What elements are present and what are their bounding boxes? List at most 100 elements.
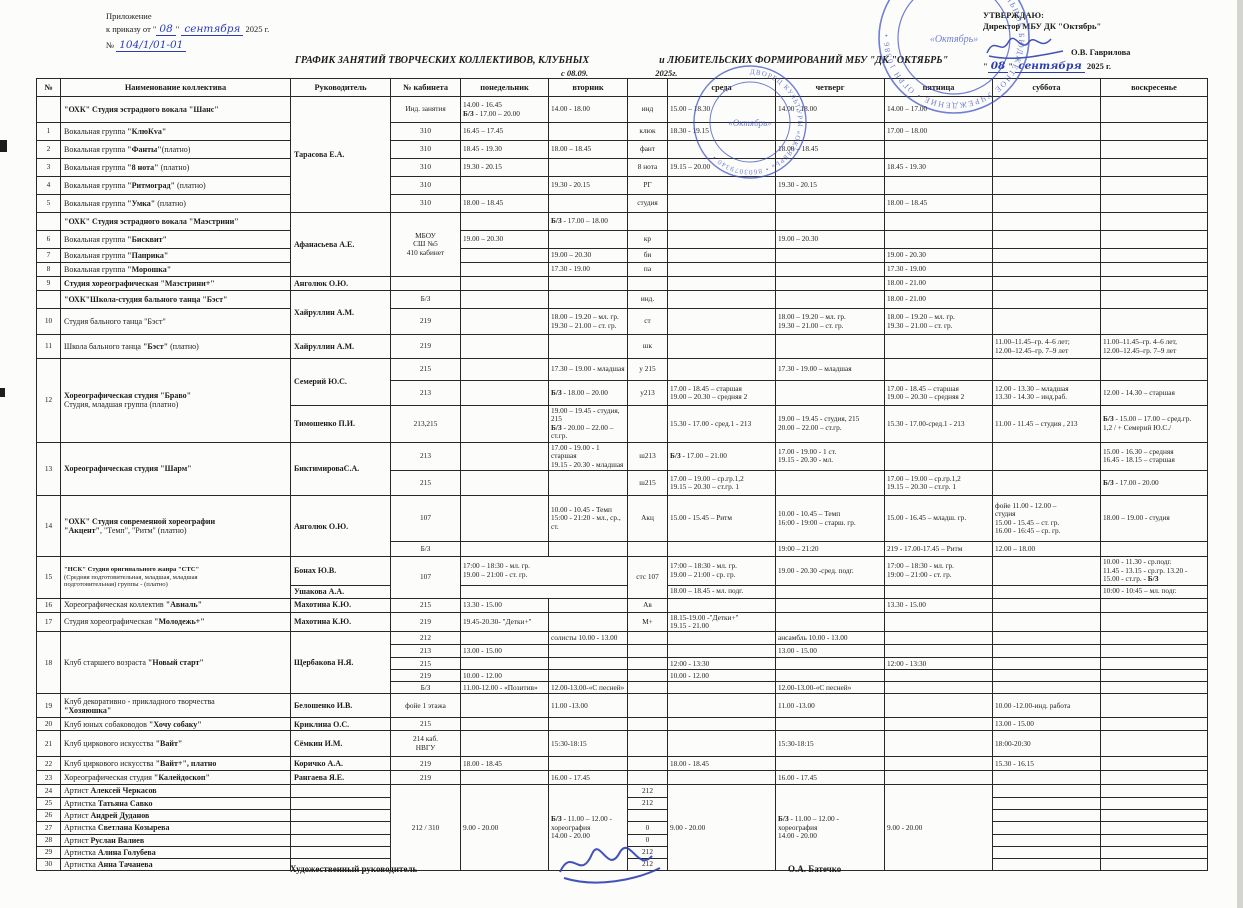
schedule-cell bbox=[1100, 808, 1208, 823]
schedule-cell: 213,215 bbox=[390, 405, 461, 443]
schedule-cell: РГ bbox=[627, 176, 668, 195]
schedule-cell: 15.30 - 17.00 - сред.1 - 213 bbox=[667, 405, 776, 443]
column-header: № кабинета bbox=[390, 78, 461, 97]
schedule-cell bbox=[460, 276, 549, 291]
schedule-cell bbox=[548, 122, 628, 141]
schedule-cell: у 215 bbox=[627, 358, 668, 381]
schedule-cell bbox=[1100, 770, 1208, 786]
schedule-cell: Артистка Светлана Козырева bbox=[60, 821, 291, 835]
handwritten-approval-month: сентября bbox=[1015, 59, 1085, 73]
schedule-cell bbox=[775, 290, 885, 309]
schedule-cell: Сёмкин И.М. bbox=[290, 730, 391, 758]
schedule-cell: 107 bbox=[390, 556, 461, 599]
schedule-cell bbox=[627, 276, 668, 291]
schedule-cell: би bbox=[627, 248, 668, 263]
schedule-cell: Б/З bbox=[390, 290, 461, 309]
table-row: 4 Вокальная группа "Ритмоград" (платно) 31… bbox=[36, 176, 1208, 195]
schedule-cell: 19.00 - 20.30 bbox=[884, 248, 993, 263]
schedule-cell bbox=[1100, 784, 1208, 798]
schedule-cell bbox=[884, 669, 993, 683]
schedule-cell: 18.00 - 21.00 bbox=[884, 276, 993, 291]
schedule-cell bbox=[1100, 358, 1208, 381]
schedule-cell: 25 bbox=[36, 796, 61, 810]
schedule-cell: Б/З - 17.00 - 20.00 bbox=[1100, 470, 1208, 497]
schedule-cell bbox=[884, 730, 993, 758]
schedule-cell bbox=[1100, 262, 1208, 277]
schedule-cell bbox=[667, 358, 776, 381]
schedule-cell bbox=[992, 276, 1101, 291]
table-row: 10 Студия бального танца "Бэст" 219 18.00 –… bbox=[36, 308, 1208, 335]
schedule-cell: 18.00 – 18.45 bbox=[884, 194, 993, 213]
schedule-cell: 30 bbox=[36, 858, 61, 872]
schedule-cell bbox=[460, 262, 549, 277]
schedule-cell: Хайруллин А.М. bbox=[290, 290, 391, 335]
schedule-cell bbox=[884, 441, 993, 472]
schedule-cell: 19.30 - 20.15 bbox=[548, 176, 628, 195]
schedule-cell: ш213 bbox=[627, 441, 668, 472]
schedule-cell: Акц bbox=[627, 495, 668, 543]
schedule-cell: 18.00 – 19.20 – мл. гр. 19.30 – 21.00 – с… bbox=[548, 308, 628, 335]
schedule-cell bbox=[992, 140, 1101, 159]
schedule-cell: 13.30 - 15.00 bbox=[460, 597, 549, 613]
schedule-cell bbox=[460, 358, 549, 381]
schedule-cell bbox=[548, 158, 628, 177]
schedule-cell: "ОХК"Школа-студия бального танца "Бэст" bbox=[60, 290, 291, 309]
schedule-cell: Клуб циркового искусства "Вайт" bbox=[60, 730, 291, 758]
schedule-cell bbox=[460, 495, 549, 543]
schedule-cell bbox=[775, 194, 885, 213]
art-director-signature bbox=[559, 846, 661, 884]
table-row: 11 Школа бального танца "Бэст" (платно) Ха… bbox=[36, 334, 1208, 359]
schedule-cell: 18.00 - 21.00 bbox=[884, 290, 993, 309]
column-header: суббота bbox=[992, 78, 1101, 97]
schedule-cell bbox=[1100, 96, 1208, 123]
schedule-cell bbox=[775, 262, 885, 277]
schedule-cell bbox=[992, 796, 1101, 810]
column-header bbox=[627, 78, 668, 97]
schedule-cell: 12.00 – 18.00 bbox=[992, 541, 1101, 558]
schedule-cell: кр bbox=[627, 230, 668, 249]
schedule-cell: 6 bbox=[36, 230, 61, 249]
schedule-cell: 14.00 - 18.00 bbox=[775, 96, 885, 123]
column-header: четверг bbox=[775, 78, 885, 97]
schedule-cell: 10.00 - 11.30 - ср.подг. 11.45 - 13.15 - … bbox=[1100, 556, 1208, 586]
schedule-cell bbox=[775, 122, 885, 141]
schedule-cell bbox=[992, 556, 1101, 586]
schedule-cell: 19.00 – 19.45 - студия, 215 Б/З - 20.00 –… bbox=[548, 405, 628, 443]
schedule-cell bbox=[548, 717, 628, 732]
schedule-cell bbox=[992, 808, 1101, 823]
schedule-cell: 20 bbox=[36, 717, 61, 732]
schedule-cell: 18.00 – 18.45 - мл. подг. bbox=[667, 584, 776, 599]
schedule-cell: Хореографическая коллектив "Авиаль" bbox=[60, 597, 291, 613]
handwritten-order-number: 104/1/01-01 bbox=[116, 38, 187, 52]
schedule-cell: 18.00 – 19.20 – мл. гр. 19.30 – 21.00 – с… bbox=[775, 308, 885, 335]
schedule-cell: 19.00 – 20.30 bbox=[460, 230, 549, 249]
schedule-cell: 12.00 - 14.30 – старшая bbox=[1100, 380, 1208, 406]
schedule-cell bbox=[548, 290, 628, 309]
schedule-cell: Б/З - 15.00 – 17.00 – сред.гр. 1,2 / + Се… bbox=[1100, 405, 1208, 443]
appendix-line1: Приложение bbox=[106, 11, 152, 21]
schedule-cell: 19.15 – 20.00 bbox=[667, 158, 776, 177]
table-row: 8 Вокальная группа "Морошка" 17.30 - 19.00… bbox=[36, 262, 1208, 277]
schedule-cell: 27 bbox=[36, 821, 61, 835]
schedule-cell bbox=[460, 380, 549, 406]
schedule-cell bbox=[992, 669, 1101, 683]
schedule-cell: 10.00 -12.00-инд. работа bbox=[992, 693, 1101, 719]
schedule-cell: 1 bbox=[36, 122, 61, 141]
schedule-cell bbox=[1100, 730, 1208, 758]
schedule-cell bbox=[775, 248, 885, 263]
schedule-cell: Белошенко И.В. bbox=[290, 693, 391, 719]
schedule-cell bbox=[548, 669, 628, 683]
schedule-cell: Артистка Анна Тачанева bbox=[60, 858, 291, 872]
schedule-cell bbox=[460, 693, 549, 719]
schedule-cell bbox=[460, 541, 549, 558]
schedule-cell: 14.00 – 17.00 bbox=[884, 96, 993, 123]
schedule-cell: 11.00-12.00 - «Позитив» bbox=[460, 681, 549, 695]
schedule-cell bbox=[884, 212, 993, 231]
schedule-cell bbox=[1100, 290, 1208, 309]
schedule-cell: 107 bbox=[390, 495, 461, 543]
schedule-cell bbox=[667, 290, 776, 309]
schedule-cell bbox=[460, 405, 549, 443]
schedule-cell: Хореографическая студия "Калейдоскоп" bbox=[60, 770, 291, 786]
schedule-cell bbox=[667, 541, 776, 558]
schedule-cell bbox=[548, 541, 628, 558]
